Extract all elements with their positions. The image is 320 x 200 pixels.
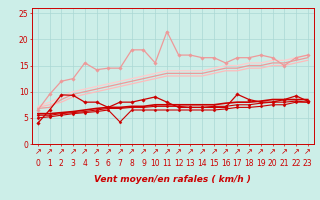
Text: 22: 22 <box>291 159 301 168</box>
Text: 23: 23 <box>303 159 313 168</box>
Text: 5: 5 <box>94 159 99 168</box>
Text: 21: 21 <box>279 159 289 168</box>
Text: 10: 10 <box>150 159 160 168</box>
Text: 16: 16 <box>221 159 230 168</box>
Text: 6: 6 <box>106 159 111 168</box>
Text: Vent moyen/en rafales ( km/h ): Vent moyen/en rafales ( km/h ) <box>94 175 251 184</box>
Text: 12: 12 <box>174 159 183 168</box>
Text: 2: 2 <box>59 159 64 168</box>
Text: 13: 13 <box>186 159 195 168</box>
Text: 4: 4 <box>82 159 87 168</box>
Text: 17: 17 <box>233 159 242 168</box>
Text: 15: 15 <box>209 159 219 168</box>
Text: 14: 14 <box>197 159 207 168</box>
Text: 1: 1 <box>47 159 52 168</box>
Text: 18: 18 <box>244 159 254 168</box>
Text: 3: 3 <box>71 159 76 168</box>
Text: 9: 9 <box>141 159 146 168</box>
Text: 0: 0 <box>36 159 40 168</box>
Text: 8: 8 <box>129 159 134 168</box>
Text: 20: 20 <box>268 159 277 168</box>
Text: 11: 11 <box>162 159 172 168</box>
Text: 19: 19 <box>256 159 266 168</box>
Text: 7: 7 <box>117 159 123 168</box>
